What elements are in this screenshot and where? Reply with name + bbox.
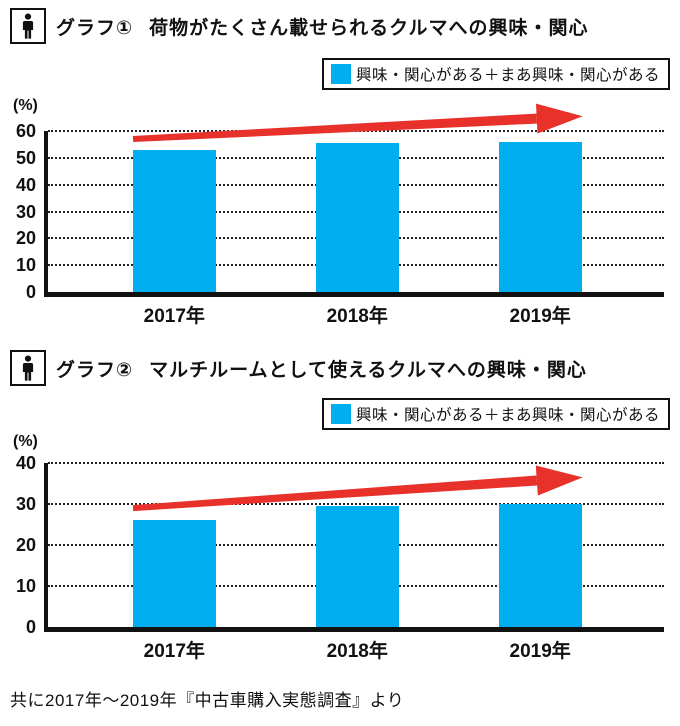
- legend-label: 興味・関心がある＋まあ興味・関心がある: [355, 407, 660, 424]
- bar-2018年: [315, 506, 399, 627]
- y-tick-label-0: 0: [25, 282, 36, 302]
- x-tick-label-2017年: 2017年: [143, 641, 205, 662]
- person-icon: [10, 8, 46, 44]
- graph2-plot-area: [44, 462, 664, 632]
- y-axis-unit-label: (%): [13, 97, 38, 114]
- y-tick-label-30: 30: [15, 201, 36, 222]
- x-tick-label-2017年: 2017年: [143, 306, 205, 327]
- bar-2018年: [315, 143, 399, 292]
- y-tick-label-60: 60: [15, 121, 36, 141]
- graph1-label: グラフ①: [56, 17, 134, 39]
- bar-2019年: [498, 504, 582, 627]
- graph2-label: グラフ②: [56, 359, 134, 381]
- legend-swatch: [330, 404, 351, 424]
- y-axis-unit-label: (%): [13, 433, 38, 450]
- x-tick-label-2019年: 2019年: [509, 306, 571, 327]
- graph1-x-axis-labels: 2017年 2018年 2019年: [48, 301, 664, 327]
- y-tick-label-10: 10: [15, 255, 36, 276]
- bar-2019年: [498, 141, 582, 292]
- graph1-header: グラフ① 荷物がたくさん載せられるクルマへの興味・関心: [10, 8, 589, 44]
- y-tick-label-20: 20: [15, 228, 36, 249]
- y-tick-label-40: 40: [15, 174, 36, 195]
- gridline-40: [48, 462, 664, 464]
- graph2-header: グラフ② マルチルームとして使えるクルマへの興味・関心: [10, 350, 587, 386]
- x-tick-label-2019年: 2019年: [509, 641, 571, 662]
- graph2-x-axis-labels: 2017年 2018年 2019年: [48, 636, 664, 662]
- graph2-legend: 興味・関心がある＋まあ興味・関心がある: [321, 398, 670, 430]
- y-tick-label-0: 0: [25, 617, 36, 637]
- graph1-title: 荷物がたくさん載せられるクルマへの興味・関心: [149, 17, 589, 39]
- x-tick-label-2018年: 2018年: [326, 641, 388, 662]
- source-caption: 共に2017年～2019年『中古車購入実態調査』より: [10, 691, 405, 710]
- person-icon: [10, 350, 46, 386]
- bar-2017年: [132, 149, 216, 292]
- legend-swatch: [330, 64, 351, 84]
- graph2-title: マルチルームとして使えるクルマへの興味・関心: [149, 359, 587, 381]
- graph1-plot-area: [44, 103, 664, 297]
- x-tick-label-2018年: 2018年: [326, 306, 388, 327]
- gridline-60: [48, 130, 664, 132]
- legend-label: 興味・関心がある＋まあ興味・関心がある: [355, 67, 660, 84]
- y-tick-label-20: 20: [15, 535, 36, 555]
- y-tick-label-10: 10: [15, 576, 36, 596]
- y-tick-label-30: 30: [15, 494, 36, 514]
- y-tick-label-40: 40: [15, 453, 36, 473]
- graph1-legend: 興味・関心がある＋まあ興味・関心がある: [321, 58, 670, 90]
- bar-2017年: [132, 520, 216, 627]
- y-tick-label-50: 50: [15, 147, 36, 168]
